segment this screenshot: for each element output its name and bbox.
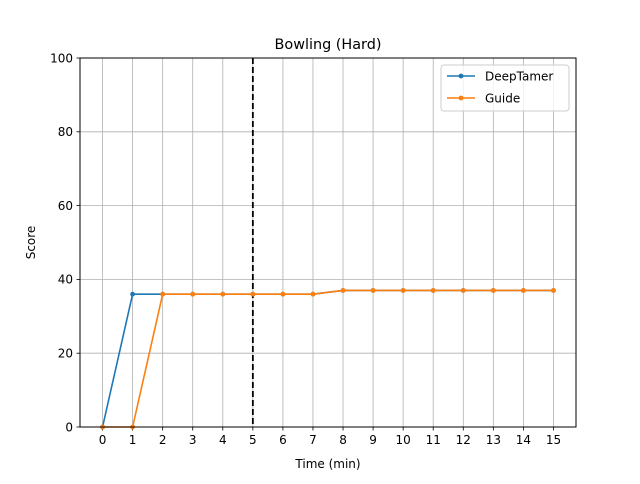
x-tick-label: 6: [279, 433, 287, 447]
x-tick-label: 3: [189, 433, 197, 447]
plot-frame: [79, 57, 577, 428]
y-tick-label: 80: [58, 125, 73, 139]
series-line-deeptamer: [101, 289, 554, 428]
series-lines: [100, 288, 556, 430]
x-tick-label: 9: [369, 433, 377, 447]
data-point-guide: [520, 288, 526, 293]
legend-label: DeepTamer: [485, 69, 553, 83]
data-point-guide: [551, 288, 556, 293]
y-tick-label: 100: [50, 51, 73, 65]
y-tick-label: 40: [58, 273, 73, 287]
x-tick-label: 11: [426, 433, 441, 447]
legend-marker: [458, 95, 464, 101]
x-tick-label: 2: [159, 433, 167, 447]
x-tick-label: 13: [486, 433, 501, 447]
data-point-guide: [220, 291, 226, 297]
x-tick-label: 0: [99, 433, 107, 447]
data-point-guide: [430, 288, 436, 293]
x-tick-label: 15: [546, 433, 561, 447]
data-point-guide: [460, 288, 466, 293]
chart-title: Bowling (Hard): [275, 37, 382, 53]
x-tick-label: 8: [339, 433, 347, 447]
x-tick-label: 14: [516, 433, 531, 447]
legend-label: Guide: [485, 91, 520, 105]
data-point-guide: [490, 288, 496, 293]
y-tick-label: 60: [58, 199, 73, 213]
series-line-guide: [102, 289, 554, 428]
legend-marker: [458, 73, 464, 79]
x-tick-label: 7: [309, 433, 317, 447]
data-point-guide: [310, 291, 316, 297]
y-ticks: 0 20 40 60 80 100: [50, 51, 80, 434]
data-point-guide: [340, 288, 346, 293]
x-tick-label: 5: [249, 433, 257, 447]
legend: DeepTamer Guide: [440, 64, 570, 112]
data-point-guide: [160, 291, 166, 297]
y-tick-label: 0: [65, 420, 73, 434]
y-axis-label: Score: [24, 226, 38, 260]
data-point-guide: [190, 291, 196, 297]
x-tick-label: 4: [219, 433, 227, 447]
y-tick-label: 20: [58, 347, 73, 361]
data-point-guide: [400, 288, 406, 293]
x-ticks: 0 1 2 3 4 5 6 7 8 9 10 11 12 13 14 15: [99, 427, 561, 447]
data-point-guide: [250, 291, 256, 297]
data-point-guide: [370, 288, 376, 293]
x-axis-label: Time (min): [294, 457, 360, 471]
data-point-deeptamer: [130, 291, 136, 297]
grid: [80, 57, 576, 428]
x-tick-label: 12: [456, 433, 471, 447]
x-tick-label: 10: [396, 433, 411, 447]
data-point-guide: [280, 291, 286, 297]
x-tick-label: 1: [129, 433, 137, 447]
